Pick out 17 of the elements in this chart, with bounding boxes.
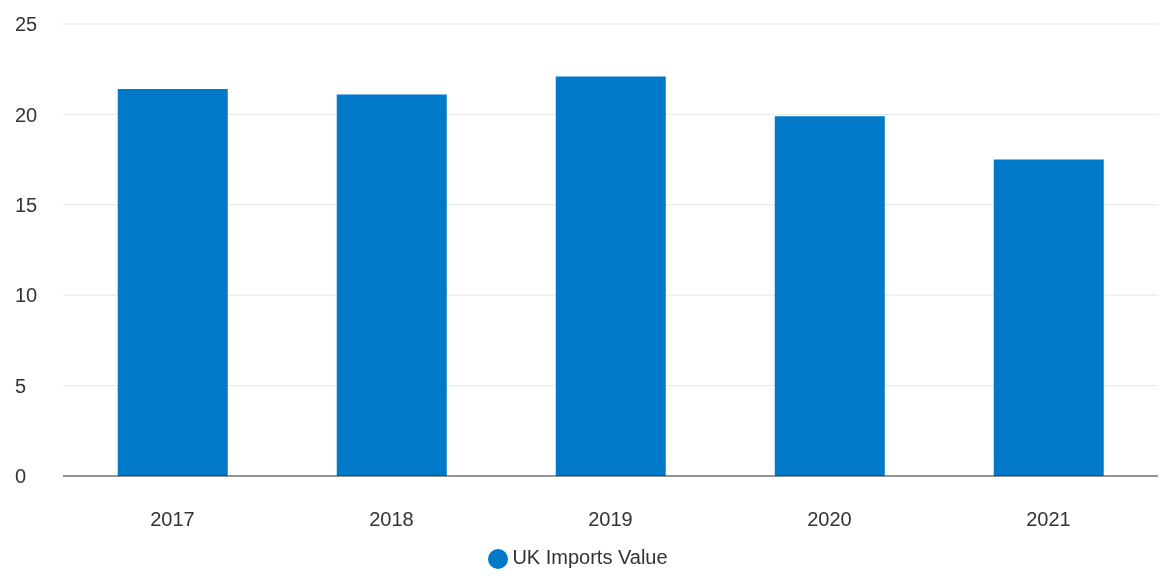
x-tick-label: 2017: [150, 508, 195, 531]
y-tick-label: 10: [15, 284, 38, 307]
x-tick-label: 2018: [369, 508, 414, 531]
bar: [336, 94, 447, 476]
y-tick-label: 15: [15, 193, 38, 216]
bar: [117, 89, 228, 476]
y-tick-label: 0: [15, 465, 27, 488]
x-tick-label: 2019: [588, 508, 633, 531]
x-tick-label: 2021: [1026, 508, 1071, 531]
y-tick-label: 5: [15, 374, 27, 397]
x-tick-label: 2020: [807, 508, 852, 531]
legend-label: UK Imports Value: [512, 546, 668, 568]
bar: [993, 159, 1104, 476]
y-tick-label: 25: [15, 13, 38, 36]
y-tick-label: 20: [15, 103, 38, 126]
bar: [555, 76, 666, 476]
bar: [774, 116, 885, 476]
